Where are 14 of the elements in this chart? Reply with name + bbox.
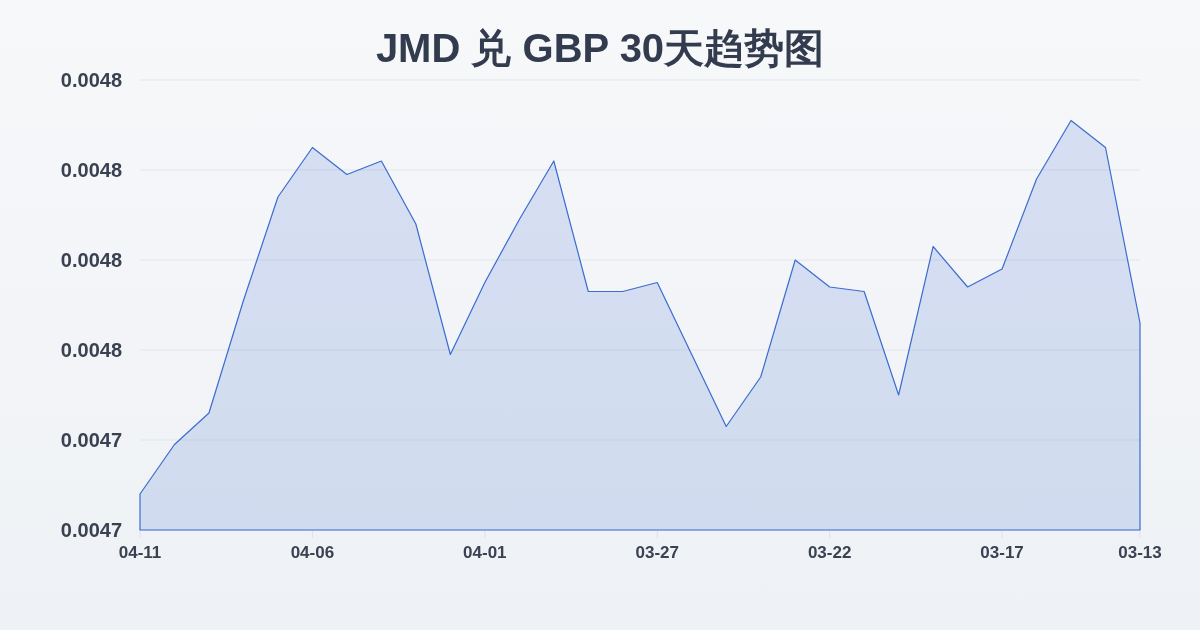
y-tick-label: 0.0048 [60, 249, 122, 271]
x-tick-label: 04-01 [463, 543, 507, 562]
y-tick-label: 0.0048 [60, 339, 122, 361]
x-tick-label: 04-06 [290, 543, 335, 562]
title: JMD 兑 GBP 30天趋势图 [375, 26, 825, 70]
x-tick-label: 03-22 [807, 543, 852, 562]
y-tick-label: 0.0048 [60, 159, 122, 181]
x-tick-label: 03-17 [980, 543, 1024, 562]
y-tick-label: 0.0047 [60, 429, 122, 451]
y-tick-label: 0.0048 [60, 69, 122, 91]
y-tick-label: 0.0047 [60, 519, 122, 541]
x-tick-label: 03-13 [1118, 543, 1162, 562]
x-tick-label: 03-27 [635, 543, 679, 562]
x-tick-label: 04-11 [118, 543, 162, 562]
